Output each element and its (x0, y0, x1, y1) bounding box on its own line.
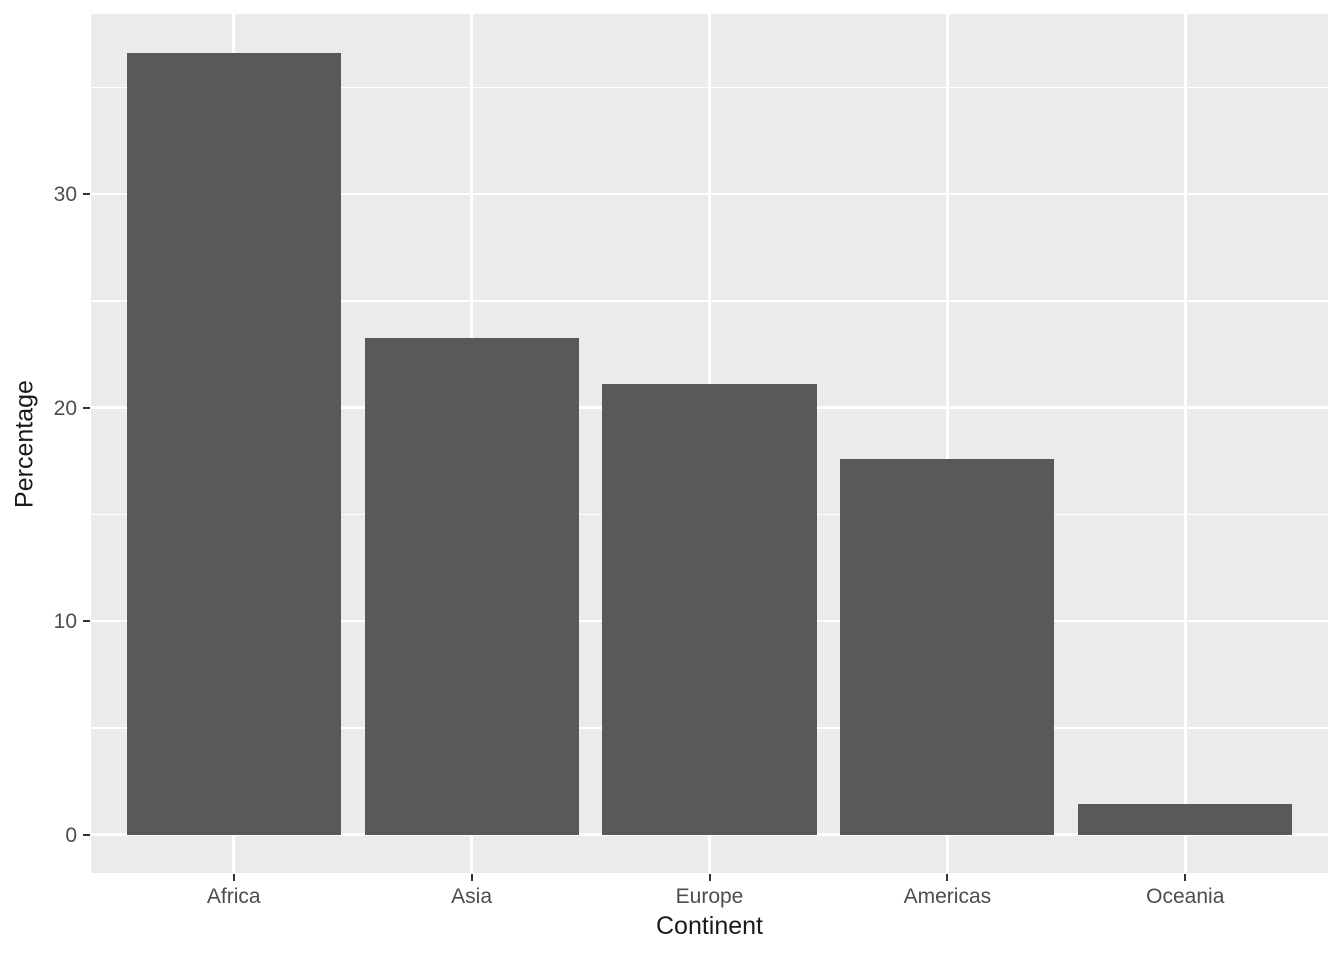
x-tick-mark-europe (708, 874, 711, 881)
bar-americas (840, 458, 1055, 835)
gridline-major-x-americas (946, 14, 949, 873)
y-tick-mark-0 (83, 833, 90, 836)
x-tick-mark-americas (946, 874, 949, 881)
x-tick-label-asia: Asia (451, 885, 493, 908)
bar-africa (126, 52, 341, 835)
bar-asia (364, 338, 579, 835)
y-tick-label-30: 30 (53, 183, 77, 207)
x-tick-label-europe: Europe (675, 885, 744, 908)
x-tick-label-oceania: Oceania (1146, 885, 1225, 908)
x-tick-mark-asia (470, 874, 473, 881)
bar-europe (602, 383, 817, 835)
y-tick-mark-10 (83, 620, 90, 623)
y-tick-label-0: 0 (65, 823, 77, 847)
x-tick-mark-africa (232, 874, 235, 881)
x-axis-title: Continent (655, 912, 764, 940)
y-tick-mark-30 (83, 193, 90, 196)
bar-oceania (1078, 804, 1293, 835)
x-tick-mark-oceania (1184, 874, 1187, 881)
y-tick-label-10: 10 (53, 610, 77, 634)
gridline-major-x-oceania (1184, 14, 1187, 873)
y-tick-mark-20 (83, 406, 90, 409)
y-axis-title: Percentage (10, 379, 39, 508)
x-tick-label-americas: Americas (903, 885, 992, 908)
x-tick-label-africa: Africa (206, 885, 261, 908)
plot-panel (91, 14, 1328, 873)
y-tick-label-20: 20 (53, 396, 77, 420)
